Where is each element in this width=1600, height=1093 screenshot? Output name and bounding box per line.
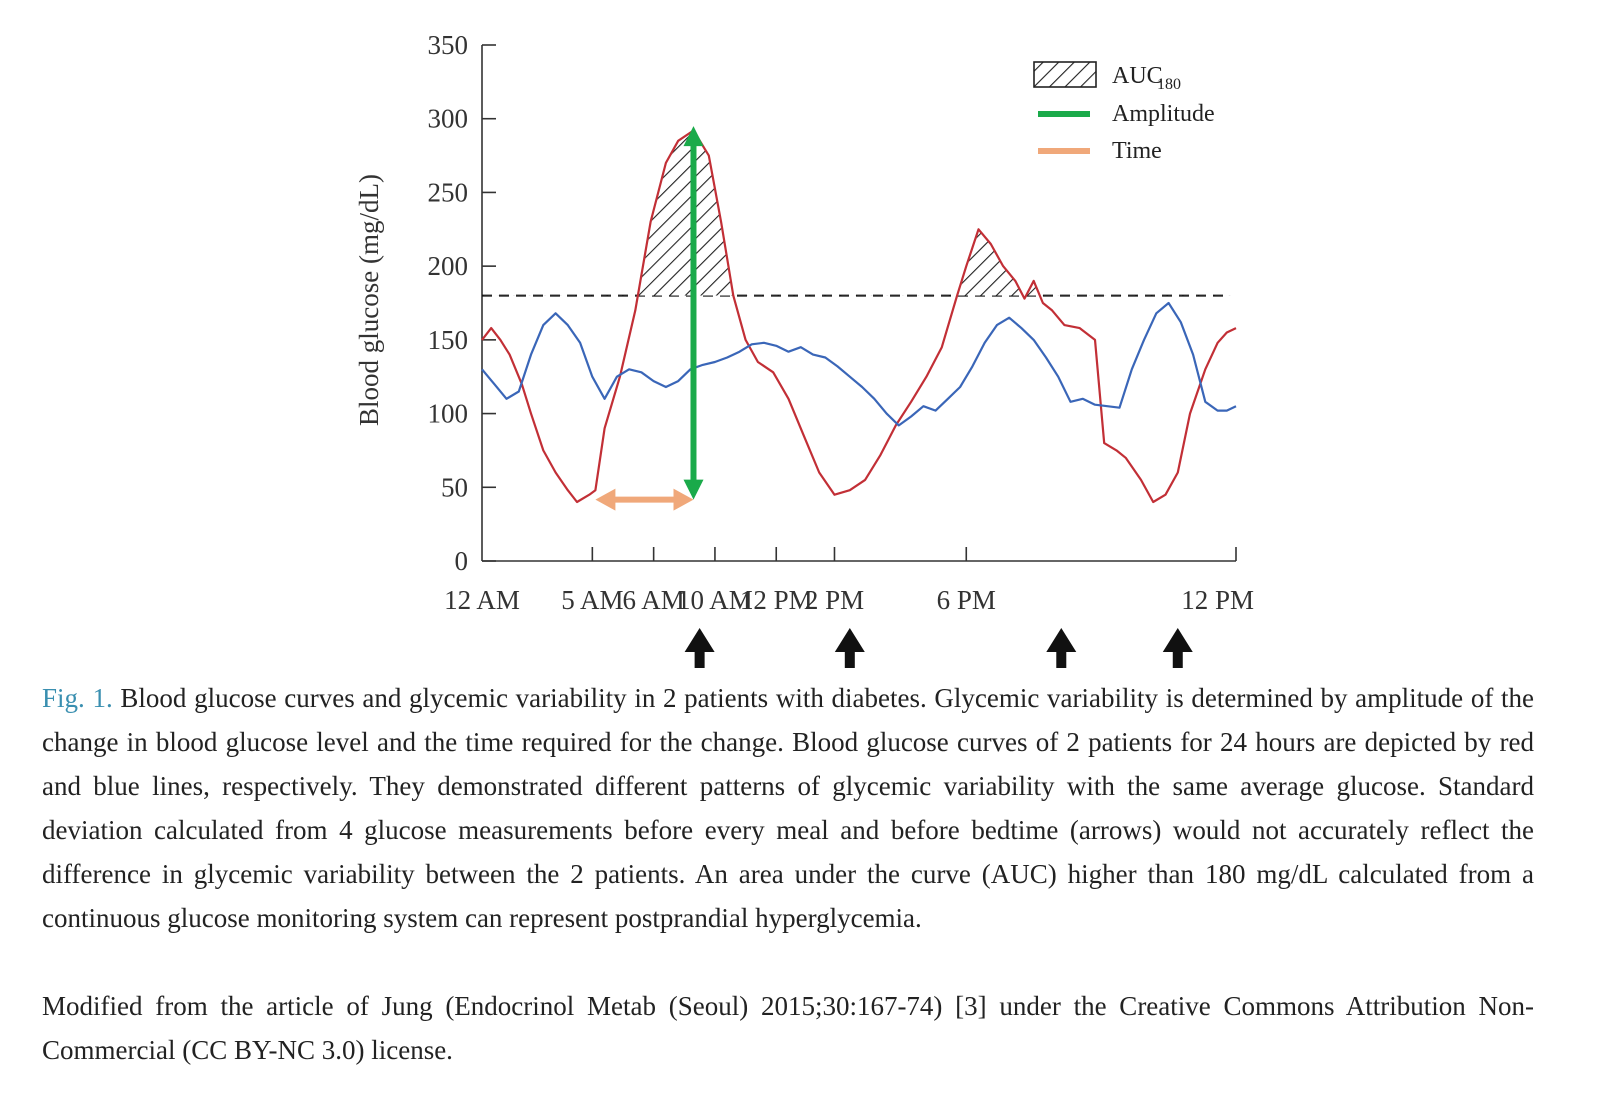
x-tick-label: 2 PM xyxy=(805,585,864,615)
caption-text: Blood glucose curves and glycemic variab… xyxy=(42,683,1534,933)
y-tick-label: 300 xyxy=(428,104,469,134)
legend-amplitude-label: Amplitude xyxy=(1112,101,1215,127)
x-tick-label: 6 AM xyxy=(623,585,685,615)
y-tick-label: 100 xyxy=(428,399,469,429)
y-tick-label: 150 xyxy=(428,325,469,355)
x-tick-label: 5 AM xyxy=(561,585,623,615)
x-tick-label: 12 PM xyxy=(1181,585,1254,615)
legend-auc-swatch xyxy=(1033,61,1097,88)
y-tick-label: 200 xyxy=(428,251,469,281)
y-tick-label: 250 xyxy=(428,177,469,207)
legend-auc-subscript: 180 xyxy=(1157,76,1181,93)
figure-caption: Fig. 1. Blood glucose curves and glycemi… xyxy=(42,676,1534,940)
y-axis-title: Blood glucose (mg/dL) xyxy=(354,174,384,426)
y-tick-label: 50 xyxy=(441,472,468,502)
legend-time-label: Time xyxy=(1112,138,1162,164)
meal-arrow xyxy=(1046,628,1077,668)
y-tick-label: 350 xyxy=(428,30,469,60)
time-arrow-head-right xyxy=(673,488,694,511)
legend-auc-label: AUC xyxy=(1112,63,1163,89)
x-tick-label: 6 PM xyxy=(937,585,996,615)
meal-arrow xyxy=(1162,628,1193,668)
x-tick-label: 10 AM xyxy=(677,585,753,615)
amplitude-arrow-head-top xyxy=(683,126,704,147)
meal-arrow xyxy=(834,628,865,668)
glucose-line-red xyxy=(481,129,1237,504)
x-tick-label: 12 PM xyxy=(740,585,813,615)
time-arrow-head-left xyxy=(595,488,616,511)
x-tick-label: 12 AM xyxy=(444,585,520,615)
figure-label: Fig. 1. xyxy=(42,683,113,713)
figure-credit: Modified from the article of Jung (Endoc… xyxy=(42,991,1534,1065)
y-tick-label: 0 xyxy=(455,546,469,576)
auc-hatched-area xyxy=(637,130,1040,296)
meal-arrow xyxy=(684,628,715,668)
glucose-line-blue xyxy=(481,301,1237,427)
amplitude-arrow-head-bottom xyxy=(683,479,704,500)
glucose-chart: 0 50 100 150 200 250 300 350 Blood glucose (mg/d… xyxy=(354,30,1254,668)
